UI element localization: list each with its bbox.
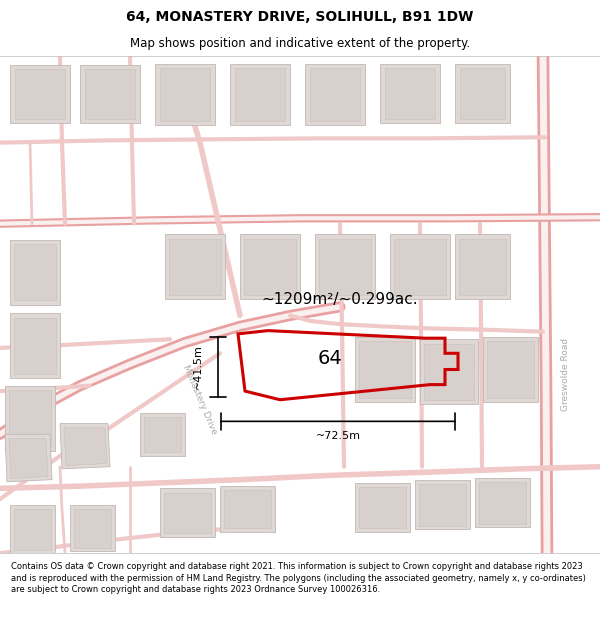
- Polygon shape: [14, 509, 51, 550]
- Polygon shape: [475, 478, 530, 528]
- Polygon shape: [160, 68, 210, 121]
- Polygon shape: [487, 341, 534, 398]
- Polygon shape: [169, 239, 221, 295]
- Polygon shape: [460, 68, 505, 119]
- Text: Monastery Drive: Monastery Drive: [181, 364, 219, 436]
- Polygon shape: [424, 344, 474, 400]
- Polygon shape: [9, 390, 51, 446]
- Polygon shape: [240, 234, 300, 299]
- Polygon shape: [164, 492, 211, 532]
- Polygon shape: [235, 68, 285, 121]
- Polygon shape: [390, 234, 450, 299]
- Text: 64: 64: [317, 349, 343, 368]
- Polygon shape: [14, 318, 56, 374]
- Text: Greswolde Road: Greswolde Road: [560, 338, 569, 411]
- Polygon shape: [10, 65, 70, 123]
- Polygon shape: [64, 428, 107, 466]
- Text: ~72.5m: ~72.5m: [316, 431, 361, 441]
- Polygon shape: [359, 341, 411, 398]
- Polygon shape: [224, 491, 271, 528]
- Polygon shape: [160, 488, 215, 537]
- Polygon shape: [14, 244, 56, 301]
- Polygon shape: [155, 64, 215, 126]
- Polygon shape: [380, 64, 440, 123]
- Text: 64, MONASTERY DRIVE, SOLIHULL, B91 1DW: 64, MONASTERY DRIVE, SOLIHULL, B91 1DW: [127, 10, 473, 24]
- Polygon shape: [220, 486, 275, 531]
- Polygon shape: [455, 234, 510, 299]
- Polygon shape: [305, 64, 365, 126]
- Text: ~1209m²/~0.299ac.: ~1209m²/~0.299ac.: [262, 292, 418, 307]
- Polygon shape: [60, 424, 110, 469]
- Polygon shape: [140, 412, 185, 456]
- Polygon shape: [415, 479, 470, 529]
- Polygon shape: [5, 434, 52, 482]
- Polygon shape: [10, 504, 55, 553]
- Polygon shape: [85, 69, 135, 119]
- Polygon shape: [319, 239, 371, 295]
- Polygon shape: [455, 64, 510, 123]
- Polygon shape: [144, 417, 181, 452]
- Polygon shape: [419, 484, 466, 526]
- Polygon shape: [394, 239, 446, 295]
- Polygon shape: [15, 69, 65, 119]
- Polygon shape: [483, 337, 538, 402]
- Polygon shape: [355, 483, 410, 531]
- Polygon shape: [385, 68, 435, 119]
- Polygon shape: [165, 234, 225, 299]
- Text: ~41.5m: ~41.5m: [193, 344, 203, 389]
- Polygon shape: [5, 386, 55, 451]
- Polygon shape: [74, 509, 111, 548]
- Polygon shape: [70, 504, 115, 551]
- Polygon shape: [459, 239, 506, 295]
- Polygon shape: [315, 234, 375, 299]
- Polygon shape: [355, 337, 415, 402]
- Polygon shape: [310, 68, 360, 121]
- Polygon shape: [479, 482, 526, 524]
- Polygon shape: [230, 64, 290, 126]
- Text: Contains OS data © Crown copyright and database right 2021. This information is : Contains OS data © Crown copyright and d…: [11, 562, 586, 594]
- Text: Map shows position and indicative extent of the property.: Map shows position and indicative extent…: [130, 38, 470, 51]
- Polygon shape: [244, 239, 296, 295]
- Polygon shape: [80, 65, 140, 123]
- Polygon shape: [9, 439, 48, 479]
- Polygon shape: [420, 339, 478, 404]
- Polygon shape: [10, 313, 60, 378]
- Polygon shape: [359, 488, 406, 528]
- Polygon shape: [10, 240, 60, 304]
